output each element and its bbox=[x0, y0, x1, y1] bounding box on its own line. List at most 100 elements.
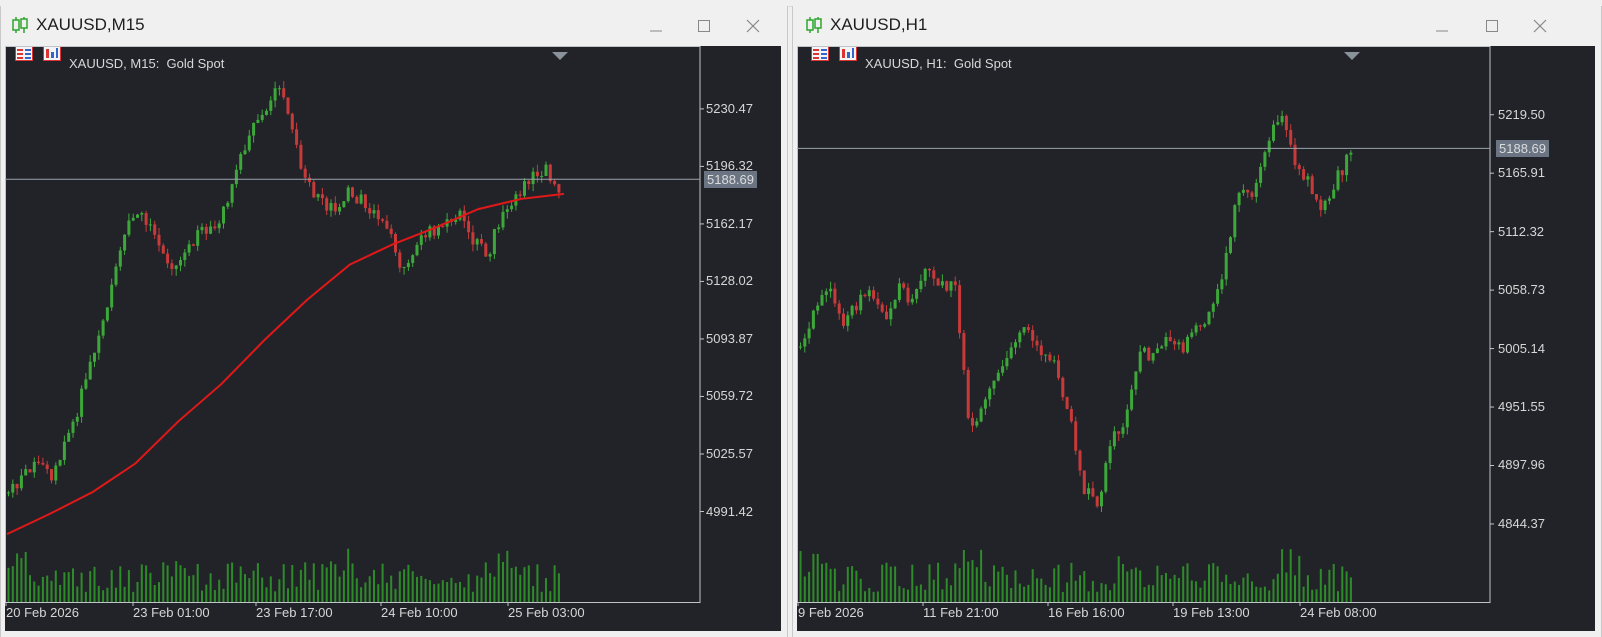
candle-body bbox=[303, 168, 307, 178]
candle-body bbox=[265, 110, 268, 115]
candle-body bbox=[157, 234, 161, 246]
chart-plot-area[interactable]: XAUUSD, M15: Gold Spot 5230.47 5196.32 516… bbox=[5, 46, 781, 631]
volume-bar bbox=[1332, 563, 1335, 602]
candle-body bbox=[1207, 311, 1211, 325]
candle-body bbox=[889, 308, 893, 320]
volume-bar bbox=[295, 586, 298, 602]
candle-body bbox=[971, 417, 974, 426]
candle-body bbox=[910, 298, 914, 303]
volume-bar bbox=[368, 576, 371, 602]
volume-bar bbox=[115, 587, 117, 602]
volume-bar bbox=[467, 574, 470, 602]
candle-body bbox=[320, 194, 324, 199]
candle-body bbox=[1151, 353, 1155, 361]
chart-window-m15[interactable]: XAUUSD,M15 XAUUSD, M15: Gold Spot 5230.4… bbox=[0, 6, 788, 637]
maximize-icon[interactable] bbox=[693, 16, 715, 36]
candle-body bbox=[1035, 340, 1039, 346]
candle-body bbox=[372, 210, 376, 214]
volume-bar bbox=[489, 573, 492, 602]
candle-body bbox=[179, 260, 182, 266]
volume-bar bbox=[1010, 588, 1013, 602]
close-icon[interactable] bbox=[742, 16, 764, 36]
volume-bar bbox=[1315, 589, 1318, 602]
candle-body bbox=[876, 298, 880, 305]
candle-body bbox=[1237, 192, 1241, 206]
candle-body bbox=[428, 226, 432, 238]
minimize-icon[interactable] bbox=[645, 16, 667, 36]
volume-bar bbox=[188, 575, 191, 602]
volume-bar bbox=[816, 553, 819, 602]
volume-bar bbox=[911, 564, 914, 602]
candles-group bbox=[799, 110, 1353, 602]
maximize-icon[interactable] bbox=[1481, 16, 1503, 36]
volume-bar bbox=[924, 589, 927, 602]
time-axis-label: 11 Feb 21:00 bbox=[923, 605, 999, 620]
candle-body bbox=[140, 213, 144, 215]
candle-body bbox=[1306, 176, 1310, 180]
chart-window-h1[interactable]: XAUUSD,H1 XAUUSD, H1: Gold Spot 5219.50 5… bbox=[792, 6, 1602, 637]
candle-body bbox=[75, 416, 79, 422]
candle-body bbox=[518, 194, 522, 196]
volume-bar bbox=[226, 563, 229, 602]
candle-body bbox=[174, 265, 178, 269]
shift-marker bbox=[1344, 52, 1360, 60]
volume-bar bbox=[166, 565, 169, 602]
volume-bar bbox=[829, 568, 832, 602]
chart-plot-area[interactable]: XAUUSD, H1: Gold Spot 5219.50 5165.91 5112… bbox=[797, 46, 1595, 631]
candle-body bbox=[557, 184, 561, 193]
price-axis-label: 4844.37 bbox=[1498, 515, 1545, 531]
volume-bar bbox=[1147, 584, 1150, 602]
candle-body bbox=[996, 372, 1000, 381]
volume-bar bbox=[1328, 569, 1331, 602]
window-titlebar[interactable]: XAUUSD,H1 bbox=[793, 6, 1601, 44]
trade-panel-icon[interactable] bbox=[15, 46, 33, 61]
volume-bar bbox=[1229, 583, 1232, 602]
candle-body bbox=[1121, 427, 1125, 434]
volume-bar bbox=[988, 586, 991, 602]
volume-bar bbox=[153, 585, 156, 602]
close-icon[interactable] bbox=[1529, 16, 1551, 36]
price-axis-label: 5162.17 bbox=[706, 215, 753, 231]
candle-body bbox=[480, 239, 483, 244]
candle-body bbox=[1014, 342, 1017, 348]
candle-body bbox=[1336, 170, 1340, 190]
candle-body bbox=[1052, 360, 1056, 362]
candle-body bbox=[1022, 327, 1026, 333]
data-window-icon[interactable] bbox=[43, 46, 61, 61]
window-title: XAUUSD,H1 bbox=[830, 15, 928, 34]
candle-body bbox=[919, 280, 923, 290]
candle-body bbox=[105, 307, 109, 321]
volume-bar bbox=[132, 591, 135, 602]
volume-bar bbox=[218, 579, 221, 602]
volume-bar bbox=[1079, 575, 1081, 602]
volume-bar bbox=[123, 586, 126, 602]
candle-body bbox=[893, 299, 897, 309]
data-window-icon[interactable] bbox=[839, 46, 857, 61]
volume-bar bbox=[312, 563, 315, 602]
candle-body bbox=[187, 244, 191, 253]
window-titlebar[interactable]: XAUUSD,M15 bbox=[1, 6, 787, 44]
volume-bar bbox=[1311, 589, 1314, 602]
candle-body bbox=[527, 181, 531, 185]
volume-bar bbox=[222, 588, 225, 602]
candle-body bbox=[488, 254, 492, 257]
candle-body bbox=[1138, 351, 1142, 372]
candle-body bbox=[196, 230, 200, 246]
minimize-icon[interactable] bbox=[1431, 16, 1453, 36]
volume-bar bbox=[1225, 574, 1228, 602]
volume-bar bbox=[1324, 584, 1327, 602]
volume-bar bbox=[149, 572, 152, 602]
volume-bar bbox=[84, 591, 87, 602]
candle-body bbox=[217, 223, 221, 229]
candle-body bbox=[1061, 377, 1065, 398]
volume-bar bbox=[553, 565, 556, 602]
volume-bar bbox=[205, 584, 208, 602]
candle-body bbox=[432, 226, 436, 236]
volume-bar bbox=[514, 566, 517, 602]
time-axis-label: 23 Feb 17:00 bbox=[256, 605, 333, 620]
candle-body bbox=[837, 303, 841, 314]
candle-body bbox=[144, 213, 148, 225]
volume-bar bbox=[1139, 570, 1142, 602]
candle-body bbox=[398, 252, 402, 268]
candle-body bbox=[1198, 325, 1202, 327]
